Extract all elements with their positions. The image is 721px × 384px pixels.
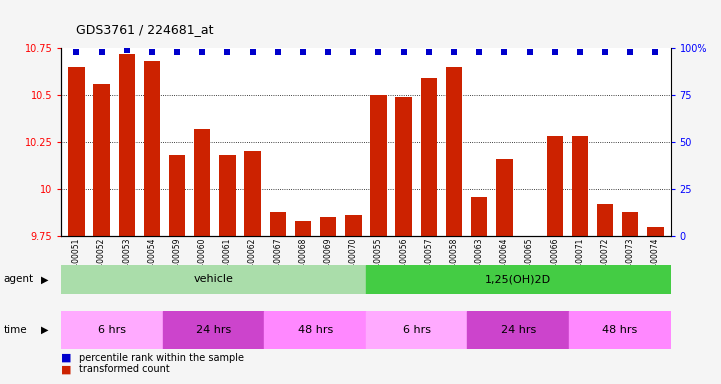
Bar xyxy=(446,67,462,236)
Text: GDS3761 / 224681_at: GDS3761 / 224681_at xyxy=(76,23,213,36)
Bar xyxy=(244,152,261,236)
Text: GSM400060: GSM400060 xyxy=(198,237,207,284)
Text: GSM400052: GSM400052 xyxy=(97,237,106,284)
Point xyxy=(599,49,611,55)
Text: ▶: ▶ xyxy=(41,325,48,335)
Text: ▶: ▶ xyxy=(41,274,48,285)
Point xyxy=(146,49,158,55)
Point xyxy=(96,49,107,55)
Bar xyxy=(371,95,386,236)
Point xyxy=(348,49,359,55)
Bar xyxy=(295,221,311,236)
Text: time: time xyxy=(4,325,27,335)
Point xyxy=(574,49,585,55)
Bar xyxy=(572,136,588,236)
Text: 6 hrs: 6 hrs xyxy=(98,325,126,335)
Text: GSM400073: GSM400073 xyxy=(626,237,634,284)
Point xyxy=(549,49,560,55)
Bar xyxy=(622,212,638,236)
Point xyxy=(624,49,636,55)
Bar xyxy=(194,129,211,236)
Bar xyxy=(647,227,663,236)
Bar xyxy=(471,197,487,236)
Text: 24 hrs: 24 hrs xyxy=(196,325,231,335)
Text: GSM400069: GSM400069 xyxy=(324,237,332,284)
Bar xyxy=(265,311,366,349)
Point xyxy=(71,49,82,55)
Bar xyxy=(94,84,110,236)
Text: GSM400056: GSM400056 xyxy=(399,237,408,284)
Bar xyxy=(396,97,412,236)
Point xyxy=(322,49,334,55)
Text: 24 hrs: 24 hrs xyxy=(500,325,536,335)
Point xyxy=(650,49,661,55)
Point xyxy=(373,49,384,55)
Bar xyxy=(366,311,467,349)
Point xyxy=(423,49,435,55)
Text: ■: ■ xyxy=(61,353,72,363)
Bar xyxy=(169,155,185,236)
Text: vehicle: vehicle xyxy=(194,274,234,285)
Point xyxy=(398,49,410,55)
Bar xyxy=(345,215,361,236)
Bar xyxy=(547,136,563,236)
Text: GSM400064: GSM400064 xyxy=(500,237,509,284)
Bar xyxy=(61,311,163,349)
Text: 48 hrs: 48 hrs xyxy=(298,325,333,335)
Point xyxy=(448,49,460,55)
Bar xyxy=(68,67,84,236)
Text: GSM400068: GSM400068 xyxy=(298,237,307,284)
Bar xyxy=(143,61,160,236)
Point xyxy=(247,49,258,55)
Text: GSM400062: GSM400062 xyxy=(248,237,257,284)
Bar xyxy=(118,54,135,236)
Text: GSM400053: GSM400053 xyxy=(123,237,131,284)
Text: GSM400070: GSM400070 xyxy=(349,237,358,284)
Text: GSM400058: GSM400058 xyxy=(449,237,459,284)
Text: ■: ■ xyxy=(61,364,72,374)
Text: GSM400054: GSM400054 xyxy=(147,237,156,284)
Text: transformed count: transformed count xyxy=(79,364,170,374)
Bar xyxy=(597,204,614,236)
Text: GSM400057: GSM400057 xyxy=(425,237,433,284)
Point xyxy=(221,49,233,55)
Text: GSM400071: GSM400071 xyxy=(575,237,585,284)
Bar xyxy=(219,155,236,236)
Bar xyxy=(163,311,265,349)
Text: GSM400066: GSM400066 xyxy=(550,237,559,284)
Text: GSM400061: GSM400061 xyxy=(223,237,232,284)
Text: 1,25(OH)2D: 1,25(OH)2D xyxy=(485,274,552,285)
Point xyxy=(272,49,283,55)
Text: GSM400072: GSM400072 xyxy=(601,237,609,284)
Bar xyxy=(467,311,569,349)
Bar xyxy=(270,212,286,236)
Bar xyxy=(320,217,336,236)
Text: percentile rank within the sample: percentile rank within the sample xyxy=(79,353,244,363)
Point xyxy=(121,47,133,53)
Text: GSM400067: GSM400067 xyxy=(273,237,283,284)
Point xyxy=(197,49,208,55)
Bar xyxy=(420,78,437,236)
Bar xyxy=(496,159,513,236)
Text: GSM400074: GSM400074 xyxy=(651,237,660,284)
Point xyxy=(523,49,535,55)
Bar xyxy=(61,265,366,294)
Text: agent: agent xyxy=(4,274,34,285)
Text: 48 hrs: 48 hrs xyxy=(602,325,637,335)
Point xyxy=(474,49,485,55)
Point xyxy=(172,49,183,55)
Point xyxy=(297,49,309,55)
Text: GSM400055: GSM400055 xyxy=(374,237,383,284)
Text: 6 hrs: 6 hrs xyxy=(402,325,430,335)
Bar xyxy=(366,265,671,294)
Text: GSM400051: GSM400051 xyxy=(72,237,81,284)
Bar xyxy=(569,311,671,349)
Text: GSM400059: GSM400059 xyxy=(172,237,182,284)
Text: GSM400065: GSM400065 xyxy=(525,237,534,284)
Point xyxy=(499,49,510,55)
Text: GSM400063: GSM400063 xyxy=(474,237,484,284)
